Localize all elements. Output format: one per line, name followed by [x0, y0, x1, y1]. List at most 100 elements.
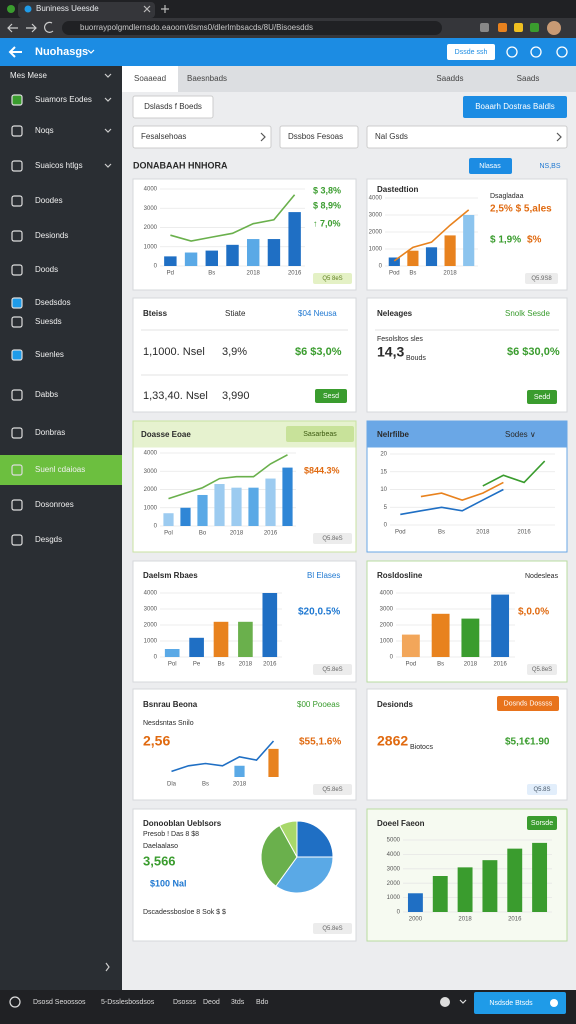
sidebar-item[interactable]: Suamors Eodes: [35, 95, 92, 104]
panel-text: 2,5% $ 5,ales: [490, 204, 552, 215]
x-tick-label: Bs: [202, 782, 209, 788]
back-arrow: [8, 46, 22, 58]
panel-tag-label[interactable]: Sasarbeas: [303, 431, 337, 438]
panel-button-label[interactable]: Dosnds Dossss: [504, 700, 553, 707]
panel-text: $6 $3,0%: [295, 346, 342, 358]
section-link[interactable]: NS,BS: [539, 163, 560, 170]
panel-tag-label[interactable]: Sorsde: [531, 820, 553, 827]
panel-title: Bsnrau Beona: [143, 700, 198, 709]
footer-item[interactable]: Deod: [203, 999, 220, 1006]
sidebar-item[interactable]: Noqs: [35, 126, 54, 135]
bar: [205, 250, 218, 266]
panel-title: Doeel Faeon: [377, 819, 425, 828]
header-button-label[interactable]: Dssde ssh: [455, 49, 488, 56]
sidebar-item[interactable]: Dsedsdos: [35, 298, 71, 307]
panel-button[interactable]: [527, 390, 557, 404]
panel-button-label[interactable]: Sesd: [323, 393, 339, 400]
filter-chevron: [260, 132, 266, 142]
panel-text: Sodes ∨: [505, 430, 536, 439]
pie-slice: [260, 824, 298, 887]
y-tick-label: 1000: [144, 639, 158, 645]
sidebar-item[interactable]: Suesds: [35, 317, 62, 326]
section-button-label[interactable]: Nlasas: [479, 163, 501, 170]
panel-text: 1,1000. Nsel: [143, 346, 205, 358]
sidebar-item[interactable]: Desgds: [35, 535, 62, 544]
panel-text: $,0.0%: [518, 607, 549, 618]
panel-badge-label: Q5 8eS: [322, 276, 342, 282]
x-tick-label: 2018: [476, 530, 490, 536]
sidebar-item[interactable]: Suenles: [35, 350, 64, 359]
filter[interactable]: [366, 125, 568, 149]
browser-tab[interactable]: [18, 2, 155, 18]
toolbar-button-label[interactable]: Dslasds f Boeds: [144, 102, 202, 111]
toolbar-primary-label[interactable]: Boaarh Dostras Baldls: [475, 102, 555, 111]
panel-text: Dsagladaa: [490, 193, 524, 200]
filter-label[interactable]: Fesalsehoas: [141, 132, 186, 141]
x-tick-label: Pd: [167, 271, 174, 277]
x-tick-label: 2016: [263, 662, 277, 668]
sidebar-icon: [11, 427, 23, 439]
footer-item[interactable]: Dsosd Seoossos: [33, 999, 86, 1006]
footer-button-label[interactable]: Nsdsde Btsds: [489, 1000, 533, 1007]
sidebar-item[interactable]: Donbras: [35, 428, 65, 437]
panel-title: Donooblan Ueblsors: [143, 819, 222, 828]
panel-button-label[interactable]: Sedd: [534, 394, 550, 401]
sidebar-item[interactable]: Desionds: [35, 231, 68, 240]
line: [170, 194, 296, 242]
filter-label[interactable]: Dssbos Fesoas: [288, 132, 343, 141]
sidebar-item[interactable]: Doods: [35, 265, 58, 274]
x-tick-label: 2000: [409, 917, 423, 923]
panel-title: Dastedtion: [377, 185, 418, 194]
sidebar-item[interactable]: Dabbs: [35, 390, 58, 399]
panel-text: $ 8,9%: [313, 200, 341, 210]
x-tick-label: 2018: [464, 662, 478, 668]
toolbar-primary[interactable]: [463, 96, 567, 118]
bar: [189, 637, 204, 657]
sidebar-chevron: [104, 97, 112, 102]
bar: [457, 867, 473, 912]
panel-text: Nesdsntas Snilo: [143, 720, 194, 727]
panel-button[interactable]: [315, 389, 347, 403]
filter[interactable]: [279, 125, 359, 149]
sidebar-icon: [11, 389, 23, 401]
footer-button[interactable]: [474, 992, 566, 1014]
panel-button[interactable]: [497, 696, 559, 711]
sidebar-item[interactable]: Doodes: [35, 196, 63, 205]
header-icon[interactable]: [530, 46, 542, 58]
panel-tag[interactable]: [527, 816, 557, 830]
panel-badge: [313, 533, 352, 544]
panel-badge: [313, 273, 352, 284]
filter-label[interactable]: Nal Gsds: [375, 132, 408, 141]
panel-text: $04 Neusa: [298, 309, 337, 318]
line: [393, 209, 470, 262]
url-box[interactable]: [62, 21, 442, 35]
footer-item[interactable]: 5-Dsslesbosdsos: [101, 999, 155, 1006]
panel-tag[interactable]: [286, 426, 354, 442]
panel-text: 3,9%: [222, 346, 247, 358]
footer-item[interactable]: 3tds: [231, 999, 245, 1006]
extension-icon: [480, 23, 489, 32]
tab[interactable]: Saadds: [436, 74, 463, 83]
tab[interactable]: Baesnbads: [187, 74, 227, 83]
tab[interactable]: Soaaead: [134, 74, 166, 83]
header-icon[interactable]: [556, 46, 568, 58]
section-button[interactable]: [469, 158, 512, 174]
x-tick-label: 2018: [230, 531, 244, 537]
tab[interactable]: Saads: [517, 74, 540, 83]
toolbar-button[interactable]: [132, 95, 214, 119]
y-tick-label: 5000: [387, 838, 401, 844]
sidebar-item[interactable]: Dosonroes: [35, 500, 74, 509]
filter[interactable]: [132, 125, 272, 149]
x-tick-label: 2016: [508, 917, 522, 923]
sidebar-icon: [11, 264, 23, 276]
sidebar-item[interactable]: Mes Mese: [10, 71, 47, 80]
footer-icon: [440, 997, 450, 1007]
footer-item[interactable]: Dsosss: [173, 999, 196, 1006]
panel-text: $ 1,9%: [490, 235, 521, 246]
panel-text: 2862: [377, 733, 408, 749]
header-button[interactable]: [447, 44, 495, 60]
header-icon[interactable]: [506, 46, 518, 58]
sidebar-item[interactable]: Suenl cdaioas: [35, 465, 85, 474]
footer-item[interactable]: Bdo: [256, 999, 269, 1006]
sidebar-item[interactable]: Suaicos htlgs: [35, 161, 83, 170]
